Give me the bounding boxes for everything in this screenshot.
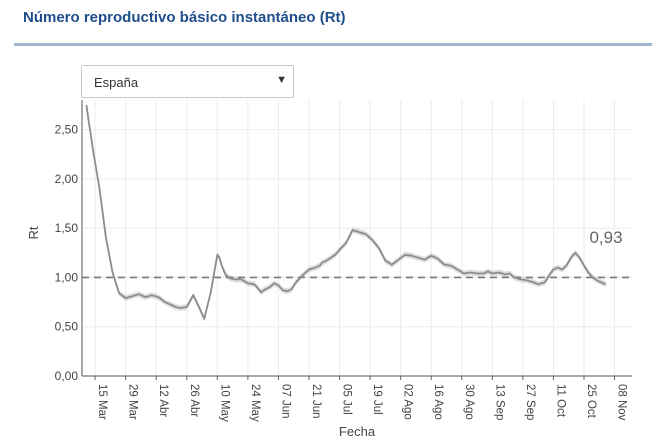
x-tick-label: 12 Abr [157, 384, 169, 417]
y-tick-label: 0,50 [55, 320, 79, 334]
y-tick-label: 1,00 [55, 270, 79, 284]
y-axis-label: Rt [26, 226, 41, 239]
x-tick-label: 16 Ago [432, 384, 444, 420]
x-tick-label: 25 Oct [585, 384, 597, 419]
x-tick-label: 29 Mar [127, 384, 139, 420]
x-tick-label: 10 May [218, 384, 230, 422]
x-tick-label: 21 Jun [310, 384, 322, 419]
last-value-label: 0,93 [589, 228, 622, 247]
confidence-band [86, 102, 606, 322]
title-divider [14, 43, 652, 46]
region-select[interactable]: España ▼ [81, 65, 294, 98]
chevron-down-icon: ▼ [276, 74, 287, 86]
y-tick-label: 2,00 [55, 172, 79, 186]
chart-axes: 0,00 0,50 1,00 1,50 2,00 2,50 15 Mar 29 Mar 12 A… [55, 100, 632, 422]
x-tick-label: 24 May [249, 384, 261, 422]
x-tick-label: 30 Ago [463, 384, 475, 420]
region-select-value: España [94, 75, 139, 90]
x-tick-label: 02 Ago [402, 384, 414, 420]
x-tick-label: 07 Jun [279, 384, 291, 419]
x-tick-label: 08 Nov [616, 384, 628, 421]
y-tick-label: 1,50 [55, 221, 79, 235]
x-tick-label: 27 Sep [524, 384, 536, 420]
series-band [86, 102, 606, 322]
y-tick-label: 2,50 [55, 123, 79, 137]
chart-gridlines [82, 100, 632, 376]
x-tick-label: 05 Jul [341, 384, 353, 415]
series-path [85, 104, 607, 320]
x-tick-label: 26 Abr [188, 384, 200, 417]
page-title: Número reproductivo básico instantáneo (… [23, 9, 346, 26]
y-tick-label: 0,00 [55, 369, 79, 383]
x-tick-label: 11 Oct [554, 384, 566, 418]
x-tick-label: 19 Jul [371, 384, 383, 415]
x-tick-label: 15 Mar [96, 384, 108, 420]
x-tick-label: 13 Sep [493, 384, 505, 420]
x-axis-label: Fecha [339, 424, 376, 439]
series-line [85, 104, 607, 320]
